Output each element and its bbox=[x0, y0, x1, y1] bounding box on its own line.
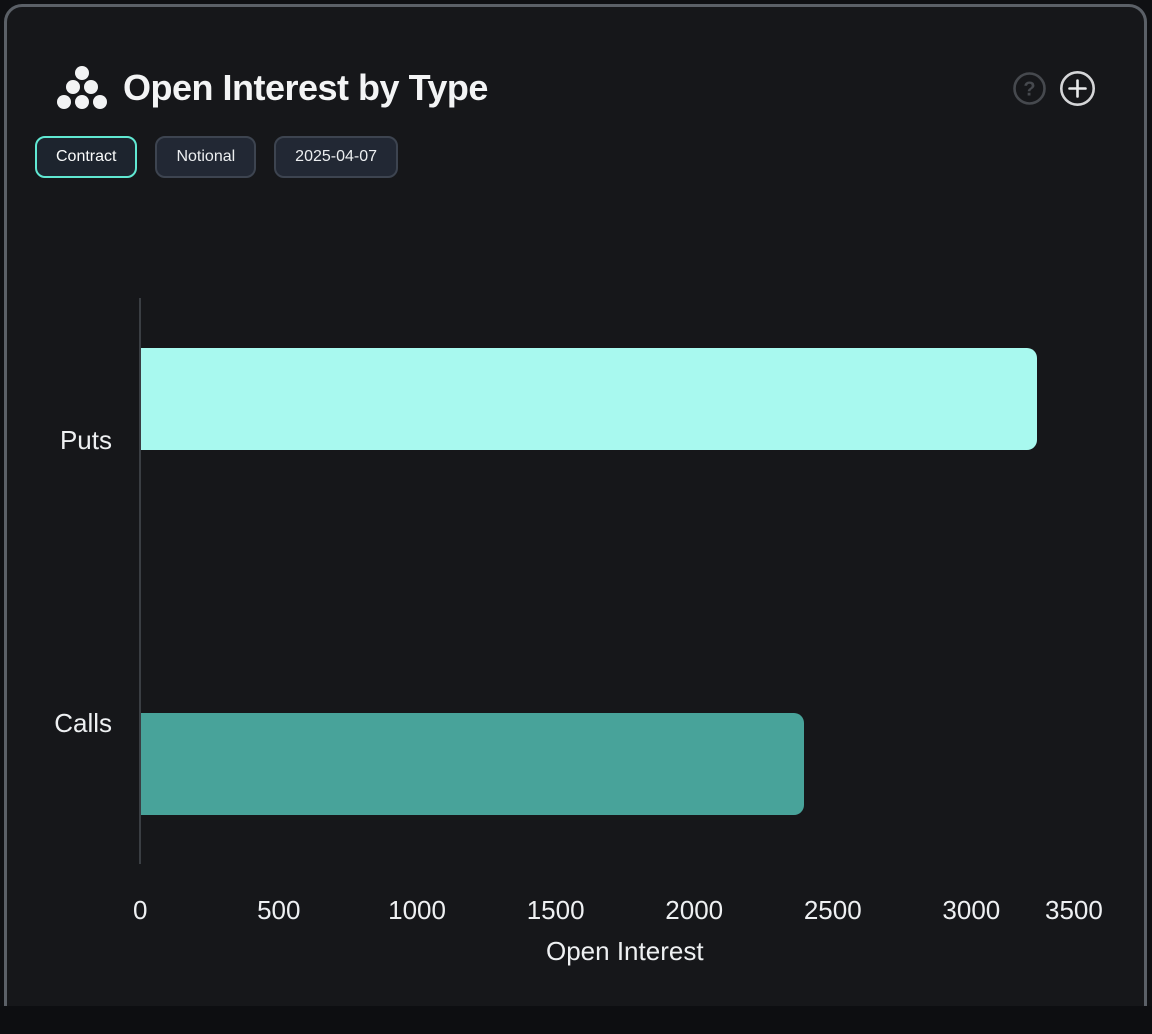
bar-puts[interactable] bbox=[141, 348, 1037, 451]
toggle-notional[interactable]: Notional bbox=[155, 136, 257, 178]
widget-title: Open Interest by Type bbox=[123, 67, 488, 108]
x-tick-label-2000: 2000 bbox=[665, 895, 724, 925]
plus-icon[interactable] bbox=[1059, 70, 1096, 107]
svg-text:?: ? bbox=[1023, 78, 1035, 100]
date-selector[interactable]: 2025-04-07 bbox=[274, 136, 399, 178]
y-tick-label-puts: Puts bbox=[59, 424, 112, 455]
toggle-contract[interactable]: Contract bbox=[35, 136, 138, 178]
header-actions: ? bbox=[1013, 70, 1096, 107]
y-tick-label-calls: Calls bbox=[54, 707, 112, 738]
x-tick-label-1000: 1000 bbox=[388, 895, 446, 925]
bottom-strip bbox=[0, 1006, 1152, 1034]
x-tick-label-500: 500 bbox=[257, 895, 301, 925]
y-axis-line bbox=[139, 298, 141, 864]
x-tick-label-1500: 1500 bbox=[526, 895, 585, 925]
toolbar: Contract Notional 2025-04-07 bbox=[35, 136, 399, 178]
x-tick-label-2500: 2500 bbox=[803, 895, 862, 925]
widget-header: Open Interest by Type ? bbox=[57, 62, 1096, 114]
x-axis-title: Open Interest bbox=[546, 936, 704, 966]
cluster-dots-icon bbox=[57, 65, 107, 111]
bar-calls[interactable] bbox=[141, 712, 804, 815]
help-icon[interactable]: ? bbox=[1013, 71, 1046, 105]
x-tick-label-0: 0 bbox=[133, 895, 148, 925]
x-tick-label-3500: 3500 bbox=[1045, 895, 1103, 925]
x-tick-label-3000: 3000 bbox=[942, 895, 1001, 925]
